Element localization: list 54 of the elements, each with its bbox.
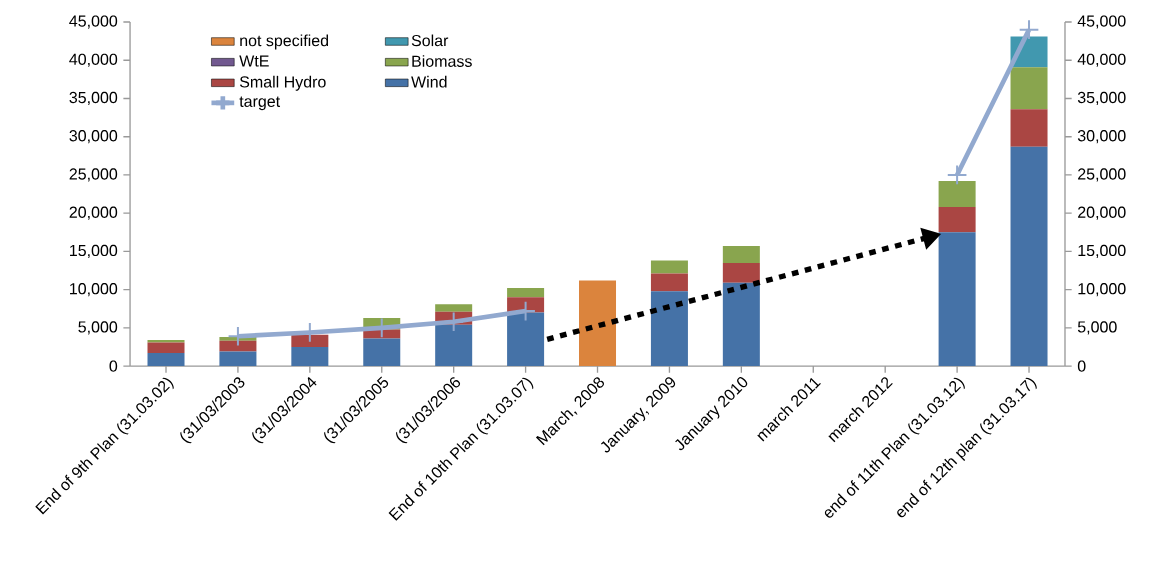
bar bbox=[291, 346, 329, 367]
y2-tick-label: 20,000 bbox=[69, 206, 118, 220]
bar bbox=[435, 324, 473, 367]
bar bbox=[938, 180, 976, 207]
legend-label: Biomass bbox=[412, 55, 472, 67]
y-tick-label: 0 bbox=[1077, 360, 1086, 372]
legend-label: Solar bbox=[411, 34, 449, 47]
bar bbox=[938, 206, 976, 233]
y-tick-label: 10,000 bbox=[1078, 282, 1126, 297]
bar bbox=[650, 260, 688, 274]
y2-tick-label: 10,000 bbox=[70, 282, 118, 297]
bar bbox=[722, 245, 760, 263]
bar bbox=[1010, 67, 1048, 110]
y2-tick-label: 5,000 bbox=[78, 321, 118, 335]
y2-tick-label: 30,000 bbox=[69, 130, 118, 144]
bar bbox=[579, 280, 617, 367]
point bbox=[946, 164, 968, 186]
bar bbox=[722, 262, 760, 283]
bar bbox=[147, 353, 185, 367]
legend-label: Wind bbox=[411, 75, 447, 88]
y2-tick-label: 35,000 bbox=[69, 91, 118, 106]
bar bbox=[722, 282, 760, 367]
y-tick-label: 45,000 bbox=[1077, 15, 1126, 29]
y-tick-label: 40,000 bbox=[1077, 53, 1126, 67]
legend-label: WtE bbox=[239, 55, 269, 67]
y-tick-label: 15,000 bbox=[1078, 244, 1126, 258]
y-tick-label: 5,000 bbox=[1077, 321, 1117, 335]
bar bbox=[1010, 146, 1048, 367]
y2-tick-label: 0 bbox=[109, 360, 118, 372]
legend-label: not specified bbox=[240, 34, 329, 50]
bar bbox=[1010, 109, 1048, 147]
y-tick-label: 35,000 bbox=[1077, 91, 1126, 106]
y2-tick-label: 15,000 bbox=[70, 244, 118, 258]
legend-label: target bbox=[239, 96, 281, 111]
point bbox=[443, 311, 465, 333]
bar bbox=[219, 351, 257, 367]
bar bbox=[650, 273, 688, 292]
y-tick-label: 20,000 bbox=[1078, 206, 1126, 220]
y2-tick-label: 40,000 bbox=[69, 53, 118, 67]
bar bbox=[219, 340, 257, 352]
bar bbox=[507, 288, 545, 298]
y2-tick-label: 25,000 bbox=[69, 168, 118, 182]
y-tick-label: 30,000 bbox=[1077, 130, 1126, 144]
bar bbox=[650, 291, 688, 367]
bar bbox=[291, 334, 329, 347]
bar bbox=[507, 312, 545, 367]
bar bbox=[435, 304, 473, 312]
bar bbox=[363, 338, 401, 367]
bar bbox=[938, 232, 976, 367]
legend-label: Small Hydro bbox=[239, 75, 326, 91]
point bbox=[1018, 19, 1040, 40]
bar bbox=[147, 342, 185, 354]
y2-tick-label: 45,000 bbox=[69, 15, 118, 29]
y-tick-label: 25,000 bbox=[1078, 168, 1126, 182]
